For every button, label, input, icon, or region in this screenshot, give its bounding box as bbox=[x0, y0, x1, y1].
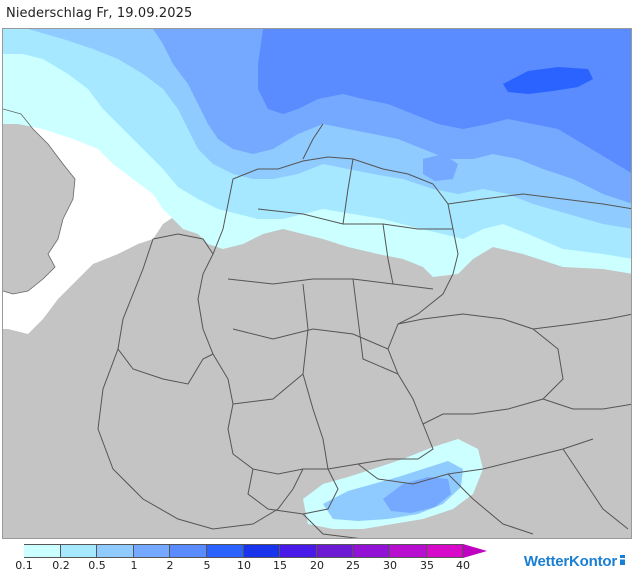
legend-label-2: 2 bbox=[166, 559, 174, 572]
legend-labels: 0.1 0.2 0.5 1 2 5 10 15 20 25 30 35 40 bbox=[0, 559, 520, 575]
legend-arrow-above bbox=[463, 544, 488, 558]
country-borders bbox=[97, 123, 631, 538]
legend-label-30: 30 bbox=[383, 559, 397, 572]
wetterkontor-logo[interactable]: WetterKontor bbox=[524, 553, 625, 570]
legend-cell-30 bbox=[389, 544, 427, 558]
legend-cell-15 bbox=[280, 544, 317, 558]
legend-cell-5 bbox=[206, 544, 244, 558]
legend-label-5: 5 bbox=[203, 559, 211, 572]
great-britain-land bbox=[3, 109, 75, 294]
legend-color-bar bbox=[0, 544, 488, 558]
legend-cell-35 bbox=[426, 544, 464, 558]
legend-label-15: 15 bbox=[273, 559, 287, 572]
legend-label-0-5: 0.5 bbox=[88, 559, 106, 572]
legend-cell-20 bbox=[316, 544, 354, 558]
logo-text: WetterKontor bbox=[523, 553, 617, 570]
precip-alps-1 bbox=[383, 477, 451, 513]
legend-label-40: 40 bbox=[456, 559, 470, 572]
logo-mark-icon bbox=[620, 555, 625, 565]
precipitation-map bbox=[2, 28, 632, 539]
legend-label-1: 1 bbox=[130, 559, 138, 572]
legend-arrow-below bbox=[0, 544, 24, 558]
legend-cell-0-1 bbox=[24, 544, 61, 558]
legend-label-0-1: 0.1 bbox=[15, 559, 33, 572]
legend-cell-1 bbox=[133, 544, 171, 558]
precip-5 bbox=[503, 67, 593, 94]
map-title: Niederschlag Fr, 19.09.2025 bbox=[6, 6, 193, 21]
legend-label-0-2: 0.2 bbox=[52, 559, 70, 572]
legend-label-20: 20 bbox=[310, 559, 324, 572]
precip-baltic-1 bbox=[423, 154, 458, 181]
precip-2 bbox=[258, 29, 631, 173]
legend-cell-10 bbox=[243, 544, 281, 558]
legend-cell-25 bbox=[353, 544, 390, 558]
legend-label-35: 35 bbox=[420, 559, 434, 572]
map-svg bbox=[3, 29, 631, 538]
gb-coastline bbox=[3, 108, 76, 295]
legend-label-10: 10 bbox=[237, 559, 251, 572]
legend-label-25: 25 bbox=[346, 559, 360, 572]
legend-cell-0-5 bbox=[97, 544, 134, 558]
precipitation-legend: 0.1 0.2 0.5 1 2 5 10 15 20 25 30 35 40 bbox=[0, 542, 520, 580]
legend-cell-2 bbox=[170, 544, 207, 558]
legend-cell-0-2 bbox=[60, 544, 98, 558]
